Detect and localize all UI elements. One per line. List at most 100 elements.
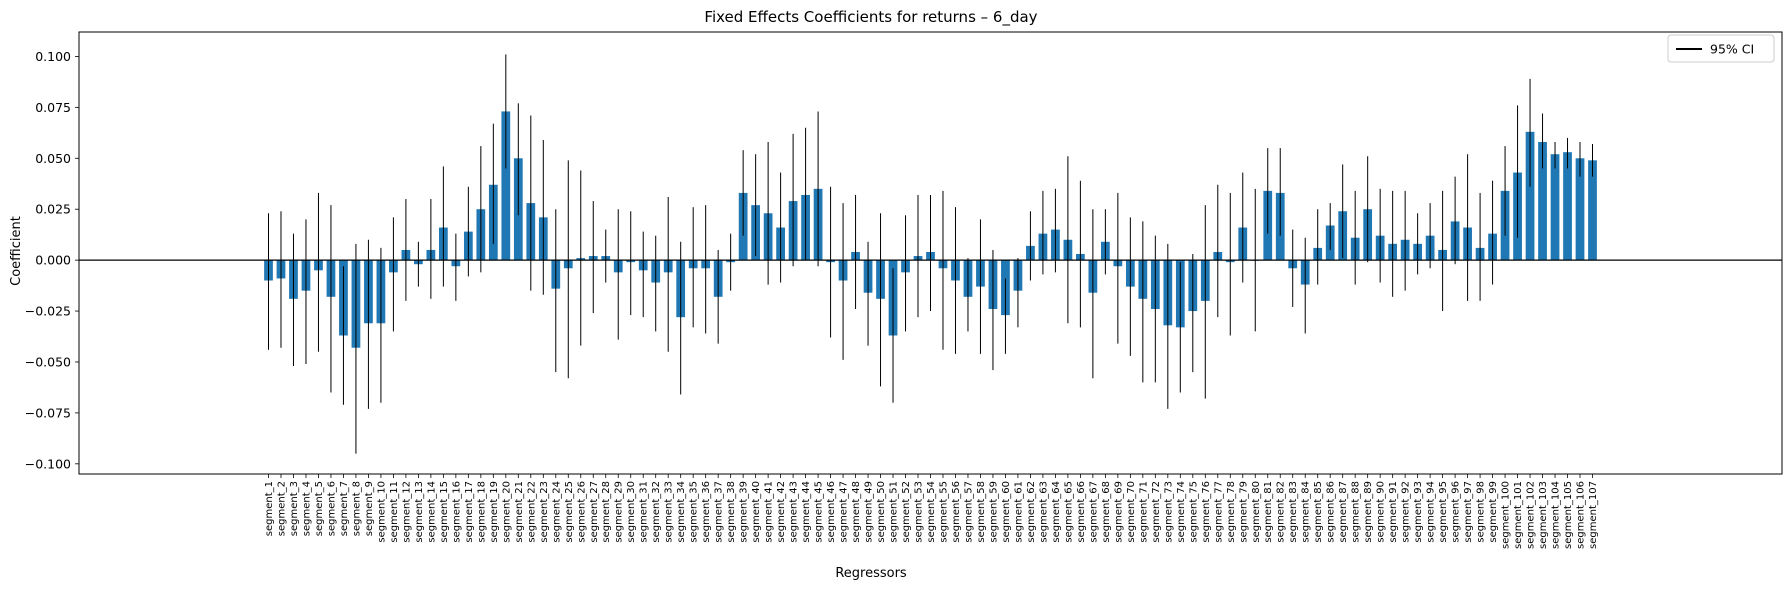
x-tick-label: segment_91 xyxy=(1388,481,1399,543)
bar xyxy=(501,111,511,261)
x-tick-label: segment_11 xyxy=(389,481,400,543)
x-tick-label: segment_19 xyxy=(489,481,500,543)
x-tick-label: segment_105 xyxy=(1563,481,1574,549)
x-tick-label: segment_36 xyxy=(701,481,712,543)
x-tick-label: segment_92 xyxy=(1401,481,1412,543)
x-tick-label: segment_43 xyxy=(789,481,800,543)
x-tick-label: segment_18 xyxy=(476,481,487,543)
x-tick-label: segment_100 xyxy=(1501,481,1512,549)
x-tick-label: segment_84 xyxy=(1301,481,1312,543)
x-tick-label: segment_103 xyxy=(1538,481,1549,549)
x-tick-label: segment_42 xyxy=(776,481,787,543)
x-tick-label: segment_53 xyxy=(914,481,925,543)
x-tick-label: segment_50 xyxy=(876,481,887,543)
x-tick-label: segment_35 xyxy=(689,481,700,543)
x-tick-label: segment_15 xyxy=(439,481,450,543)
x-tick-label: segment_82 xyxy=(1276,481,1287,543)
x-tick-label: segment_87 xyxy=(1338,481,1349,543)
x-tick-label: segment_85 xyxy=(1313,481,1324,543)
y-axis-label: Coefficient xyxy=(9,216,24,286)
x-tick-label: segment_21 xyxy=(514,481,525,543)
x-tick-label: segment_5 xyxy=(314,481,325,536)
bar xyxy=(1538,141,1547,261)
x-tick-label: segment_83 xyxy=(1288,481,1299,543)
x-tick-label: segment_89 xyxy=(1363,481,1374,543)
y-tick-label: 0.025 xyxy=(35,202,71,217)
x-tick-label: segment_16 xyxy=(451,481,462,543)
x-tick-label: segment_56 xyxy=(951,481,962,543)
x-tick-label: segment_25 xyxy=(564,481,575,543)
x-tick-label: segment_28 xyxy=(601,481,612,543)
x-tick-label: segment_65 xyxy=(1063,481,1074,543)
x-tick-label: segment_30 xyxy=(626,481,637,543)
x-tick-label: segment_60 xyxy=(1001,481,1012,543)
x-tick-label: segment_38 xyxy=(726,481,737,543)
x-tick-label: segment_27 xyxy=(589,481,600,543)
x-tick-label: segment_102 xyxy=(1526,481,1537,549)
x-tick-label: segment_54 xyxy=(926,481,937,543)
x-tick-label: segment_61 xyxy=(1013,481,1024,543)
x-tick-label: segment_34 xyxy=(676,481,687,543)
x-tick-label: segment_101 xyxy=(1513,481,1524,549)
x-tick-label: segment_14 xyxy=(426,481,437,543)
x-tick-label: segment_29 xyxy=(614,481,625,543)
bar xyxy=(1525,131,1535,261)
x-tick-label: segment_49 xyxy=(864,481,875,543)
x-tick-label: segment_67 xyxy=(1088,481,1099,543)
legend: 95% CI xyxy=(1667,34,1775,63)
legend-label: 95% CI xyxy=(1710,42,1754,57)
x-tick-label: segment_77 xyxy=(1213,481,1224,543)
legend-box xyxy=(1667,34,1775,63)
x-tick-label: segment_95 xyxy=(1438,481,1449,543)
x-tick-label: segment_22 xyxy=(526,481,537,543)
x-tick-label: segment_74 xyxy=(1176,481,1187,543)
x-axis-label: Regressors xyxy=(835,566,907,581)
x-tick-label: segment_104 xyxy=(1551,481,1562,549)
bar xyxy=(1588,160,1597,261)
x-tick-label: segment_88 xyxy=(1351,481,1362,543)
x-tick-label: segment_51 xyxy=(889,481,900,543)
chart-title: Fixed Effects Coefficients for returns –… xyxy=(704,8,1037,27)
y-tick-label: −0.025 xyxy=(25,304,71,319)
x-tick-label: segment_7 xyxy=(339,481,350,536)
x-tick-label: segment_86 xyxy=(1326,481,1337,543)
x-tick-label: segment_12 xyxy=(401,481,412,543)
x-tick-label: segment_79 xyxy=(1238,481,1249,543)
y-tick-label: −0.050 xyxy=(25,354,71,369)
x-tick-label: segment_70 xyxy=(1126,481,1137,543)
y-axis-ticks: −0.100 −0.075 −0.050 −0.025 0.000 0.025 0.050 0… xyxy=(25,49,79,471)
y-tick-label: 0.050 xyxy=(35,151,71,166)
x-tick-label: segment_78 xyxy=(1226,481,1237,543)
bar xyxy=(1575,158,1585,261)
y-tick-label: 0.075 xyxy=(35,100,71,115)
bar xyxy=(1563,152,1572,261)
x-tick-label: segment_71 xyxy=(1138,481,1149,543)
x-tick-label: segment_72 xyxy=(1151,481,1162,543)
x-tick-label: segment_48 xyxy=(851,481,862,543)
x-tick-label: segment_63 xyxy=(1038,481,1049,543)
x-tick-label: segment_69 xyxy=(1113,481,1124,543)
x-tick-label: segment_81 xyxy=(1263,481,1274,543)
y-tick-label: 0.100 xyxy=(35,49,71,64)
errorbars-group xyxy=(268,54,1593,454)
x-tick-label: segment_6 xyxy=(326,481,337,536)
x-tick-label: segment_59 xyxy=(988,481,999,543)
x-tick-label: segment_46 xyxy=(826,481,837,543)
x-tick-label: segment_31 xyxy=(639,481,650,543)
x-tick-label: segment_68 xyxy=(1101,481,1112,543)
x-tick-label: segment_44 xyxy=(801,481,812,543)
x-tick-label: segment_90 xyxy=(1376,481,1387,543)
x-tick-label: segment_76 xyxy=(1201,481,1212,543)
x-tick-label: segment_106 xyxy=(1576,481,1587,549)
x-tick-label: segment_58 xyxy=(976,481,987,543)
x-tick-label: segment_9 xyxy=(364,481,375,536)
x-tick-label: segment_33 xyxy=(664,481,675,543)
x-tick-label: segment_99 xyxy=(1488,481,1499,543)
x-tick-label: segment_39 xyxy=(739,481,750,543)
x-tick-label: segment_55 xyxy=(938,481,949,543)
x-tick-label: segment_24 xyxy=(551,481,562,543)
x-tick-label: segment_52 xyxy=(901,481,912,543)
y-tick-label: −0.100 xyxy=(25,456,71,471)
x-tick-label: segment_62 xyxy=(1026,481,1037,543)
x-tick-label: segment_8 xyxy=(351,481,362,536)
